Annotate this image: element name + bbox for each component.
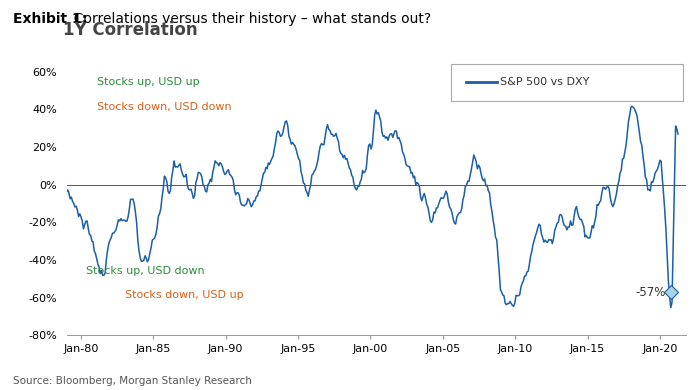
Text: S&P 500 vs DXY: S&P 500 vs DXY: [500, 77, 589, 87]
Text: Stocks down, USD down: Stocks down, USD down: [97, 102, 232, 112]
Text: 1Y Correlation: 1Y Correlation: [64, 21, 198, 39]
Text: Exhibit 1:: Exhibit 1:: [13, 12, 87, 26]
FancyBboxPatch shape: [451, 64, 683, 101]
Text: -57%: -57%: [636, 285, 666, 299]
Text: Stocks down, USD up: Stocks down, USD up: [125, 290, 244, 300]
Text: Stocks up, USD up: Stocks up, USD up: [97, 77, 200, 87]
Text: Source: Bloomberg, Morgan Stanley Research: Source: Bloomberg, Morgan Stanley Resear…: [13, 376, 251, 386]
Text: Correlations versus their history – what stands out?: Correlations versus their history – what…: [65, 12, 431, 26]
Text: Stocks up, USD down: Stocks up, USD down: [86, 266, 205, 276]
